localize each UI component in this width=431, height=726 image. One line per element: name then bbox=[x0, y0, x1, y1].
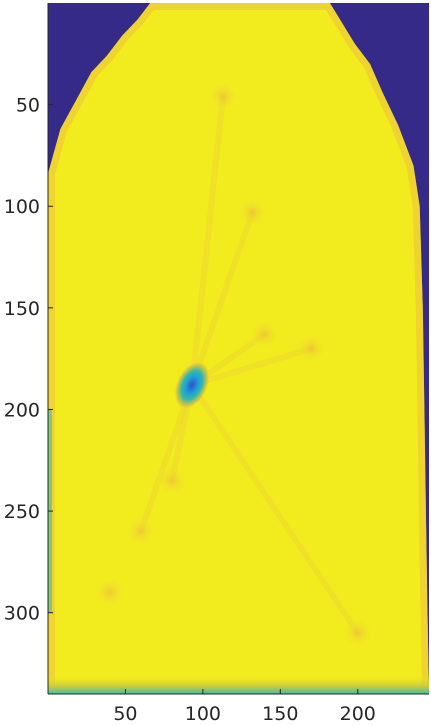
heatmap-streak bbox=[137, 382, 196, 535]
heatmap-detail bbox=[48, 3, 429, 694]
heatmap-hotspot-warm bbox=[155, 464, 188, 497]
heatmap-hotspot-warm bbox=[236, 196, 269, 229]
x-tick-label: 50 bbox=[113, 703, 137, 725]
heatmap-streak bbox=[189, 93, 227, 389]
x-tick-label: 150 bbox=[262, 703, 298, 725]
heatmap-bottom-band bbox=[48, 674, 429, 694]
x-tick-label: 200 bbox=[340, 703, 376, 725]
heatmap-hotspot-warm bbox=[93, 576, 126, 609]
heatmap-hotspot-warm bbox=[124, 515, 157, 548]
heatmap-hotspot-warm bbox=[341, 617, 374, 650]
heatmap-rim bbox=[48, 3, 429, 694]
y-tick-label: 100 bbox=[4, 196, 40, 218]
x-tick-label: 100 bbox=[185, 703, 221, 725]
y-tick-label: 200 bbox=[4, 399, 40, 421]
y-tick-label: 150 bbox=[4, 298, 40, 320]
y-tick-label: 300 bbox=[4, 603, 40, 625]
heatmap-hotspot-low bbox=[173, 360, 211, 410]
heatmap-streak bbox=[189, 209, 256, 389]
heatmap-hotspot-warm bbox=[248, 318, 281, 351]
heatmap-streak bbox=[189, 345, 315, 389]
plot-area bbox=[48, 3, 429, 694]
heatmap-hotspot-warm bbox=[207, 80, 240, 113]
heatmap-streak bbox=[189, 382, 361, 637]
heatmap-hotspot-warm bbox=[295, 332, 328, 365]
y-tick-label: 50 bbox=[16, 95, 40, 117]
axes: 50 100 150 200 50 100 150 200 250 300 bbox=[4, 3, 429, 725]
y-tick-label: 250 bbox=[4, 501, 40, 523]
